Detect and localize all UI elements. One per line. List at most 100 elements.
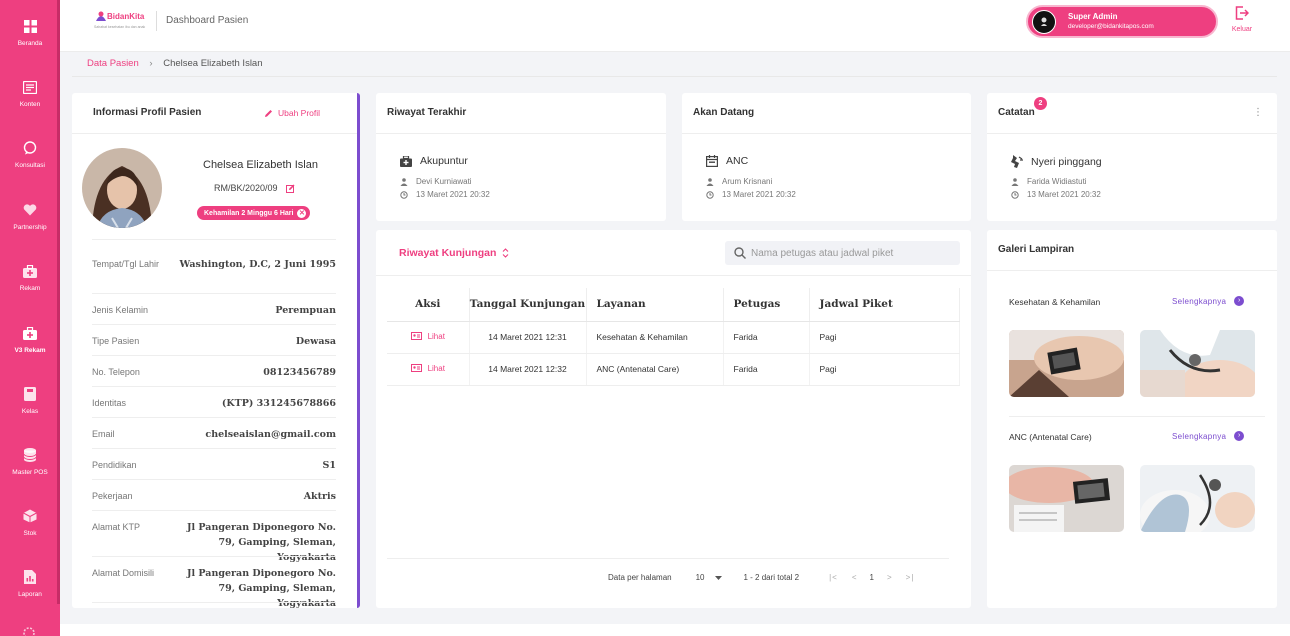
row-divider [92,556,336,557]
breadcrumb-divider [72,76,1277,77]
sidebar-item-master-pos[interactable]: Master POS [0,437,60,493]
patient-name: Chelsea Elizabeth Islan [203,159,318,171]
sidebar-item-beranda[interactable]: Beranda [0,8,60,64]
info-label: Pendidikan [92,460,137,470]
breadcrumb-separator: › [149,58,153,69]
history-icon [1011,190,1019,199]
row-divider [92,324,336,325]
medkit-icon [22,263,38,279]
notes-card: Catatan 2 ⋮ Nyeri pinggang Farida Widias… [987,93,1277,221]
column-header-layanan[interactable]: Layanan [586,288,724,322]
upcoming-title: Akan Datang [693,107,755,118]
current-page[interactable]: 1 [869,573,874,582]
more-vertical-icon[interactable]: ⋮ [1253,107,1263,118]
sidebar-item-kelas[interactable]: Kelas [0,376,60,432]
top-header: BidanKita Sahabat kesehatan ibu dan anak… [60,0,1290,52]
book-icon [22,386,38,402]
column-header-aksi: Aksi [387,288,470,322]
sidebar-item-konten[interactable]: Konten [0,69,60,125]
table-header-row: Aksi Tanggal Kunjungan Layanan Petugas J… [387,288,960,322]
visit-history-sort-toggle[interactable]: Riwayat Kunjungan [399,247,509,259]
info-value: 08123456789 [263,367,336,378]
column-header-petugas[interactable]: Petugas [723,288,810,322]
row-divider [92,479,336,480]
info-label: Alamat Domisili [92,568,155,578]
view-button[interactable]: Lihat [410,332,445,341]
per-page-value: 10 [695,573,705,582]
patient-photo [82,148,162,228]
user-name: Super Admin [1068,12,1118,21]
notes-staff: Farida Widiastuti [1027,177,1087,186]
edit-profile-label: Ubah Profil [278,108,321,118]
back-pain-icon [1011,155,1023,168]
upcoming-staff-row: Arum Krisnani [706,177,772,186]
gallery-thumbnail[interactable] [1140,330,1255,397]
upcoming-datetime: 13 Maret 2021 20:32 [722,190,796,199]
prev-page-icon[interactable]: < [851,573,857,582]
sidebar-item-rekam[interactable]: Rekam [0,253,60,309]
section-divider [1009,416,1265,417]
pencil-icon [265,109,272,117]
table-row: Lihat 14 Maret 2021 12:32 ANC (Antenatal… [387,353,960,386]
view-button-label: Lihat [427,363,445,373]
sidebar-item-laporan[interactable]: Laporan [0,559,60,615]
page-title: Dashboard Pasien [166,15,249,26]
gallery-thumbnail[interactable] [1140,465,1255,532]
view-button[interactable]: Lihat [410,363,445,373]
next-page-icon[interactable]: > [886,573,892,582]
sidebar-item-konsultasi[interactable]: Konsultasi [0,130,60,186]
last-history-time-row: 13 Maret 2021 20:32 [400,190,490,199]
see-more-link[interactable]: Selengkapnya › [1172,431,1245,441]
user-menu[interactable]: Super Admin developer@bidankitapos.com [1026,5,1218,38]
patient-profile-card: Informasi Profil Pasien Ubah Profil Chel… [72,93,360,609]
info-row-birth: Tempat/Tgl Lahir Washington, D.C, 2 Juni… [92,257,336,287]
sidebar-item-stok[interactable]: Stok [0,498,60,554]
breadcrumb-link-data-pasien[interactable]: Data Pasien [87,58,139,69]
sidebar-item-label: Kelas [21,408,39,415]
first-page-icon[interactable]: |< [829,573,838,582]
info-label: Tipe Pasien [92,336,140,346]
pregnancy-badge-label: Kehamilan 2 Minggu 6 Hari [204,209,294,217]
search-input[interactable] [725,241,960,265]
gear-icon[interactable] [22,626,36,636]
brand-logo[interactable]: BidanKita Sahabat kesehatan ibu dan anak [93,11,163,33]
table-row: Lihat 14 Maret 2021 12:31 Kesehatan & Ke… [387,321,960,354]
cell-service: Kesehatan & Kehamilan [586,321,724,354]
patient-rm-number: RM/BK/2020/09 [214,183,278,193]
upcoming-service: ANC [726,155,749,167]
gallery-thumbnail[interactable] [1009,465,1124,532]
sidebar-item-label: Stok [23,530,37,537]
sidebar-scrollbar[interactable] [57,0,60,604]
id-card-icon [410,332,422,341]
sidebar-item-partnership[interactable]: Partnership [0,192,60,248]
card-divider [682,133,971,134]
calendar-icon [706,155,718,167]
logout-button[interactable]: Keluar [1228,6,1256,38]
last-page-icon[interactable]: >| [905,573,915,582]
info-label: Tempat/Tgl Lahir [92,259,160,269]
see-more-link[interactable]: Selengkapnya › [1172,296,1245,306]
upcoming-time-row: 13 Maret 2021 20:32 [706,190,796,199]
sidebar-item-v3-rekam[interactable]: V3 Rekam [0,315,60,371]
info-label: Identitas [92,398,127,408]
close-icon[interactable]: ✕ [297,208,307,218]
avatar [1032,10,1056,34]
notes-item: Nyeri pinggang [1011,155,1102,168]
medkit-icon [400,155,412,167]
per-page-select[interactable]: 10 [696,573,722,582]
edit-icon[interactable] [285,184,295,193]
column-header-jadwal[interactable]: Jadwal Piket [809,288,960,322]
user-icon [706,177,714,186]
box-icon [22,508,38,524]
pregnancy-badge[interactable]: Kehamilan 2 Minggu 6 Hari ✕ [197,206,311,220]
breadcrumb-current: Chelsea Elizabeth Islan [163,58,263,69]
edit-profile-button[interactable]: Ubah Profil [264,108,320,118]
last-history-staff: Devi Kurniawati [416,177,472,186]
cell-date: 14 Maret 2021 12:31 [469,321,587,354]
user-icon [400,177,408,186]
gallery-thumbnail[interactable] [1009,330,1124,397]
breadcrumb: Data Pasien › Chelsea Elizabeth Islan [87,58,263,69]
column-header-tanggal[interactable]: Tanggal Kunjungan [469,288,587,322]
sidebar-item-label: Konsultasi [15,162,45,169]
id-card-icon [410,364,422,373]
